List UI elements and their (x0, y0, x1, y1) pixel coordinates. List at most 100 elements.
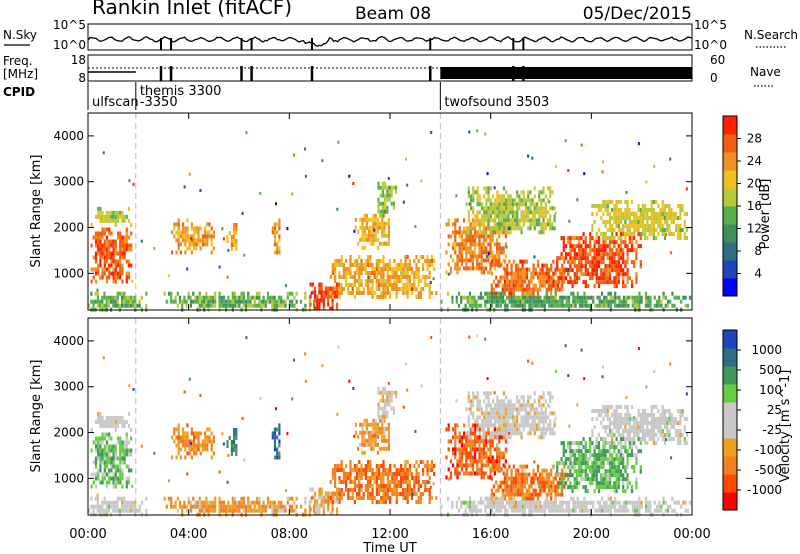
heat-cell (365, 237, 368, 242)
heat-cell (500, 451, 503, 456)
heat-cell (641, 409, 645, 413)
heat-cell (404, 492, 407, 496)
heat-cell (474, 439, 477, 444)
heat-cell (562, 236, 565, 241)
heat-cell (121, 452, 124, 457)
heat-cell (372, 438, 375, 443)
heat-cell (480, 451, 483, 456)
heat-cell (628, 445, 631, 450)
heat-cell (99, 444, 102, 449)
heat-cell (369, 496, 372, 500)
heat-cell (364, 464, 367, 468)
heat-cell (521, 291, 524, 296)
heat-cell (655, 216, 658, 220)
heat-cell (334, 275, 337, 279)
heat-cell (197, 431, 200, 436)
heat-cell (493, 471, 496, 476)
heat-cell (227, 504, 230, 509)
heat-cell (108, 275, 111, 280)
heat-cell (449, 475, 452, 480)
heat-scatter-point (564, 139, 567, 143)
heat-cell (108, 210, 111, 215)
heat-cell (374, 418, 377, 423)
heat-cell (119, 419, 122, 424)
heat-cell (123, 243, 126, 248)
heat-cell (518, 198, 521, 203)
heat-cell (273, 230, 277, 235)
heat-cell (94, 496, 97, 501)
heat-cell (463, 218, 466, 223)
heat-cell (452, 463, 455, 468)
heat-cell (646, 429, 649, 433)
heat-cell (476, 463, 479, 468)
heat-cell (457, 303, 461, 308)
heat-cell (604, 232, 607, 236)
heat-cell (129, 299, 132, 304)
heat-cell (608, 425, 612, 429)
heat-cell (659, 216, 662, 220)
heat-cell (589, 248, 592, 253)
heat-cell (550, 287, 553, 292)
heat-cell (669, 299, 672, 304)
heat-cell (501, 291, 505, 296)
heat-cell (358, 460, 361, 464)
heat-cell (211, 295, 215, 300)
heat-cell (644, 441, 647, 445)
heat-cell (617, 421, 620, 425)
heat-cell (375, 275, 378, 279)
heat-cell (569, 453, 572, 458)
heat-cell (543, 275, 546, 280)
heat-cell (207, 508, 210, 513)
heat-cell (479, 303, 483, 308)
heat-cell (387, 221, 390, 226)
heat-cell (378, 263, 381, 267)
heat-cell (622, 421, 625, 425)
heat-cell (615, 220, 618, 224)
heat-cell (380, 484, 383, 488)
heat-cell (276, 451, 279, 456)
heat-cell (406, 488, 409, 492)
heat-cell (485, 190, 488, 195)
heat-cell (338, 500, 341, 504)
heat-cell (606, 220, 609, 224)
heat-cell (644, 413, 647, 417)
heat-cell (334, 271, 337, 275)
heat-cell (584, 469, 587, 474)
heat-cell (613, 441, 616, 445)
heat-cell (105, 444, 109, 449)
heat-cell (327, 302, 330, 307)
heat-cell (397, 263, 400, 267)
heat-cell (485, 431, 488, 436)
heat-cell (108, 255, 111, 260)
heat-cell (524, 202, 528, 207)
heat-cell (613, 481, 616, 486)
heat-cell (514, 279, 518, 284)
heat-cell (496, 198, 499, 203)
heat-cell (108, 456, 111, 461)
heat-cell (338, 487, 341, 492)
heat-cell (580, 272, 583, 277)
heat-cell (607, 303, 610, 308)
heat-cell (382, 468, 385, 472)
heat-cell (388, 394, 391, 399)
heat-cell (650, 204, 653, 208)
heat-cell (372, 434, 375, 439)
heat-cell (499, 484, 502, 489)
heat-cell (424, 259, 427, 263)
heat-cell (313, 303, 316, 308)
heat-cell (240, 299, 243, 304)
heat-scatter-point (468, 130, 471, 134)
heat-cell (338, 464, 341, 468)
heat-cell (511, 218, 514, 223)
heat-cell (380, 267, 383, 271)
heat-cell (381, 426, 384, 431)
heat-cell (195, 242, 198, 247)
heat-cell (452, 222, 455, 227)
heat-cell (397, 492, 400, 496)
heat-cell (386, 484, 389, 488)
heat-cell (125, 243, 128, 248)
heat-cell (469, 471, 472, 476)
heat-cell (233, 444, 236, 448)
heat-cell (482, 270, 485, 275)
